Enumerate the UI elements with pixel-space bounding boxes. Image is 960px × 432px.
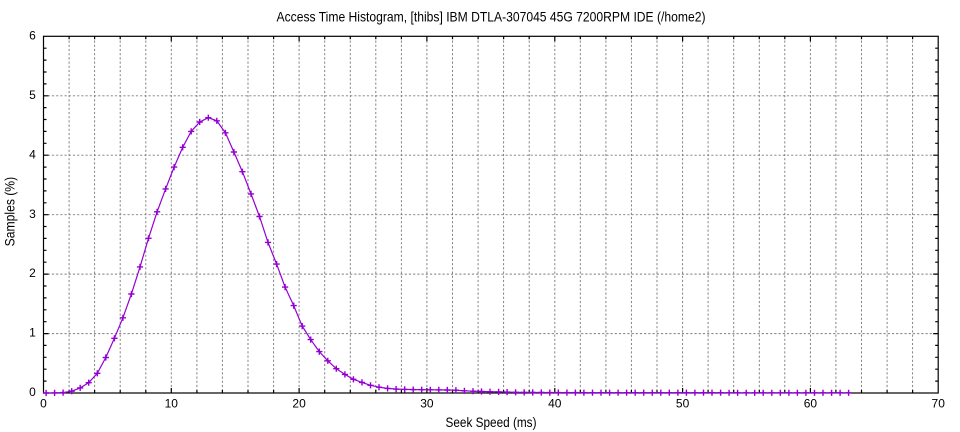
svg-text:Seek Speed (ms): Seek Speed (ms) <box>446 415 537 430</box>
svg-text:0: 0 <box>40 397 47 411</box>
svg-text:60: 60 <box>804 397 818 411</box>
svg-text:5: 5 <box>29 88 36 102</box>
svg-text:40: 40 <box>548 397 562 411</box>
svg-text:70: 70 <box>932 397 946 411</box>
svg-text:0: 0 <box>29 385 36 399</box>
svg-text:Access Time Histogram, [thibs]: Access Time Histogram, [thibs] IBM DTLA-… <box>277 9 706 25</box>
svg-text:50: 50 <box>676 397 690 411</box>
svg-text:2: 2 <box>29 266 36 280</box>
svg-text:3: 3 <box>29 207 36 221</box>
svg-text:20: 20 <box>292 397 306 411</box>
svg-text:30: 30 <box>420 397 434 411</box>
svg-text:1: 1 <box>29 326 36 340</box>
svg-text:4: 4 <box>29 147 36 161</box>
svg-text:10: 10 <box>165 397 179 411</box>
svg-text:6: 6 <box>29 28 36 42</box>
svg-text:Samples (%): Samples (%) <box>2 177 17 247</box>
